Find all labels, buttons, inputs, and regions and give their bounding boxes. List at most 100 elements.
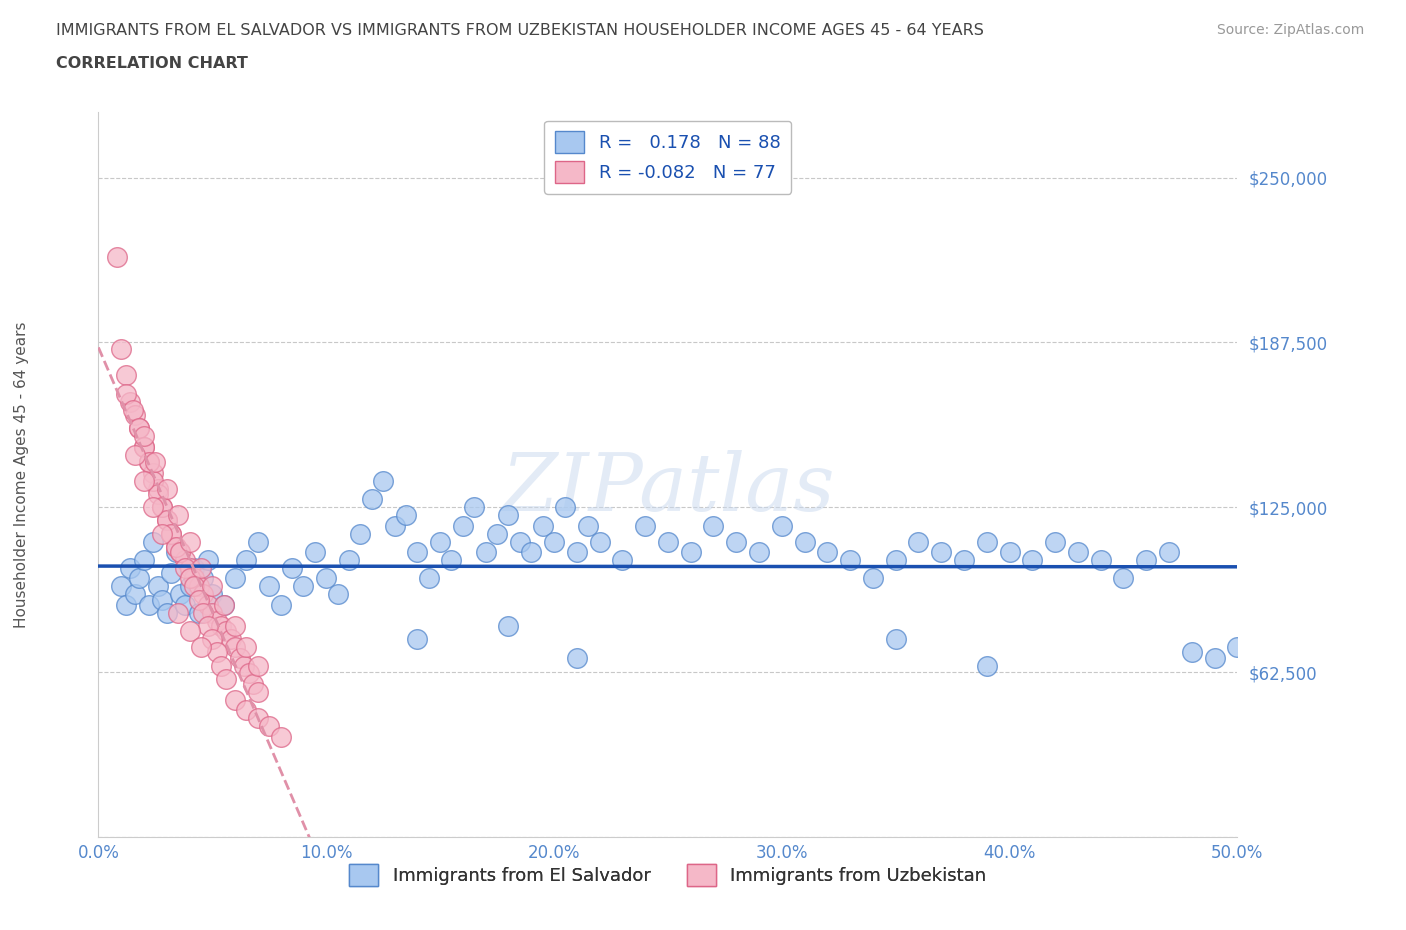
Point <box>121 403 143 418</box>
Point <box>209 658 232 673</box>
Point <box>315 571 337 586</box>
Point <box>884 552 907 567</box>
Point <box>110 341 132 356</box>
Point <box>138 455 160 470</box>
Point <box>384 518 406 533</box>
Point <box>201 631 224 646</box>
Point <box>1135 552 1157 567</box>
Point <box>793 534 815 549</box>
Point <box>371 473 394 488</box>
Point <box>588 534 610 549</box>
Text: ZIPatlas: ZIPatlas <box>501 450 835 527</box>
Point <box>183 561 205 576</box>
Point <box>862 571 884 586</box>
Point <box>132 439 155 454</box>
Point <box>270 597 292 612</box>
Point <box>929 545 952 560</box>
Point <box>114 386 136 401</box>
Point <box>246 684 269 699</box>
Point <box>554 499 576 514</box>
Point <box>128 420 150 435</box>
Point <box>169 545 191 560</box>
Point <box>725 534 748 549</box>
Point <box>142 534 165 549</box>
Point <box>657 534 679 549</box>
Point <box>976 658 998 673</box>
Point <box>1112 571 1135 586</box>
Point <box>124 587 146 602</box>
Point <box>998 545 1021 560</box>
Point <box>815 545 838 560</box>
Point <box>1226 640 1249 655</box>
Point <box>224 571 246 586</box>
Point <box>395 508 418 523</box>
Text: Source: ZipAtlas.com: Source: ZipAtlas.com <box>1216 23 1364 37</box>
Point <box>612 552 634 567</box>
Point <box>238 666 260 681</box>
Point <box>179 624 201 639</box>
Point <box>114 597 136 612</box>
Point <box>132 439 155 454</box>
Point <box>169 587 191 602</box>
Point <box>179 561 201 576</box>
Point <box>209 618 232 633</box>
Point <box>246 711 269 725</box>
Point <box>167 605 190 620</box>
Point <box>169 545 191 560</box>
Point <box>142 473 165 488</box>
Point <box>132 429 155 444</box>
Point <box>205 613 228 628</box>
Point <box>190 561 212 576</box>
Point <box>242 676 264 691</box>
Point <box>953 552 976 567</box>
Point <box>205 644 228 659</box>
Point <box>884 631 907 646</box>
Point <box>224 693 246 708</box>
Point <box>156 482 179 497</box>
Legend: Immigrants from El Salvador, Immigrants from Uzbekistan: Immigrants from El Salvador, Immigrants … <box>342 857 994 893</box>
Point <box>132 473 155 488</box>
Point <box>520 545 543 560</box>
Point <box>406 631 429 646</box>
Point <box>543 534 565 549</box>
Point <box>160 526 183 541</box>
Point <box>360 492 382 507</box>
Point <box>235 703 257 718</box>
Point <box>212 597 235 612</box>
Point <box>235 640 257 655</box>
Point <box>193 571 215 586</box>
Point <box>146 486 169 501</box>
Point <box>219 631 242 646</box>
Point <box>150 592 173 607</box>
Point <box>228 650 250 665</box>
Point <box>1090 552 1112 567</box>
Point <box>146 579 169 594</box>
Point <box>1043 534 1066 549</box>
Point <box>259 719 281 734</box>
Point <box>270 729 292 744</box>
Text: CORRELATION CHART: CORRELATION CHART <box>56 56 247 71</box>
Point <box>292 579 315 594</box>
Point <box>246 534 269 549</box>
Point <box>224 640 246 655</box>
Point <box>418 571 440 586</box>
Point <box>235 552 257 567</box>
Y-axis label: Householder Income Ages 45 - 64 years: Householder Income Ages 45 - 64 years <box>14 321 30 628</box>
Point <box>187 605 209 620</box>
Point <box>193 605 215 620</box>
Point <box>183 571 205 586</box>
Point <box>839 552 862 567</box>
Point <box>634 518 657 533</box>
Point <box>142 466 165 481</box>
Point <box>124 407 146 422</box>
Point <box>150 499 173 514</box>
Point <box>565 650 588 665</box>
Point <box>498 508 520 523</box>
Point <box>1157 545 1180 560</box>
Point <box>167 508 190 523</box>
Point <box>174 552 197 567</box>
Point <box>128 571 150 586</box>
Point <box>160 565 183 580</box>
Point <box>337 552 360 567</box>
Text: IMMIGRANTS FROM EL SALVADOR VS IMMIGRANTS FROM UZBEKISTAN HOUSEHOLDER INCOME AGE: IMMIGRANTS FROM EL SALVADOR VS IMMIGRANT… <box>56 23 984 38</box>
